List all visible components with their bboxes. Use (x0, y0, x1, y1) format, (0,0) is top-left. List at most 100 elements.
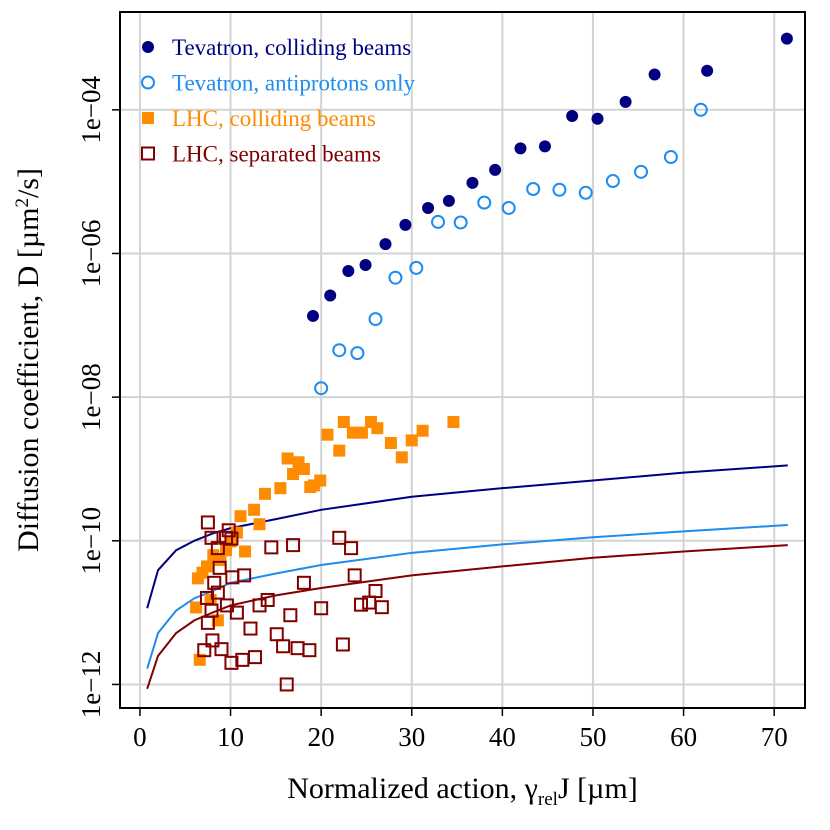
point (296, 575, 311, 590)
point (374, 600, 389, 615)
point (342, 265, 355, 278)
point (260, 592, 275, 607)
point (633, 164, 648, 179)
model-line (146, 464, 788, 609)
legend-marker (141, 146, 155, 161)
point (279, 677, 294, 692)
x-tick-label: 50 (579, 722, 606, 752)
point (701, 64, 714, 77)
y-label-sup: 2 (12, 198, 33, 208)
point (210, 585, 225, 600)
point (221, 523, 236, 538)
x-tick-label: 10 (217, 722, 244, 752)
point (286, 538, 301, 553)
point (314, 474, 327, 487)
point (693, 102, 708, 117)
x-tick-label: 60 (670, 722, 697, 752)
x-tick-label: 20 (308, 722, 335, 752)
point (302, 643, 317, 658)
point (422, 201, 435, 214)
point (388, 270, 403, 285)
y-tick-label: 1e−08 (76, 363, 106, 431)
legend-label: LHC, separated beams (172, 142, 381, 167)
point (314, 601, 329, 616)
point (200, 560, 213, 573)
point (405, 434, 418, 447)
point (371, 422, 384, 435)
point (297, 462, 310, 475)
y-axis-label: Diffusion coefficient, D [µm2/s] (12, 168, 45, 552)
point (648, 68, 661, 81)
point (384, 436, 397, 449)
point (379, 238, 392, 251)
point (324, 289, 337, 302)
point (346, 426, 359, 439)
point (287, 468, 300, 481)
x-label-sub: rel (538, 789, 558, 810)
y-tick-label: 1e−12 (76, 651, 106, 719)
point (219, 598, 234, 613)
point (214, 642, 229, 657)
point (224, 655, 239, 670)
point (477, 195, 492, 210)
model-line (146, 544, 788, 690)
legend-label: Tevatron, antiprotons only (172, 71, 416, 96)
point (212, 560, 227, 575)
point (269, 627, 284, 642)
point (359, 259, 372, 272)
point (332, 530, 347, 545)
point (190, 601, 203, 614)
point (399, 218, 412, 231)
point (205, 633, 220, 648)
point (489, 163, 502, 176)
point (224, 531, 239, 546)
y-label-tail: /s] (12, 168, 45, 198)
point (290, 641, 305, 656)
point (514, 142, 527, 155)
point (344, 541, 359, 556)
point (526, 181, 541, 196)
point (207, 575, 222, 590)
point (591, 112, 604, 125)
point (442, 194, 455, 207)
point (332, 343, 347, 358)
point (368, 312, 383, 327)
point (395, 451, 408, 464)
point (239, 545, 252, 558)
point (253, 518, 266, 531)
point (321, 428, 334, 441)
x-tick-label: 0 (133, 722, 147, 752)
point (283, 608, 298, 623)
y-tick-label: 1e−04 (76, 75, 106, 143)
point (274, 482, 287, 495)
x-tick-label: 30 (398, 722, 425, 752)
point (409, 260, 424, 275)
point (501, 200, 516, 215)
point (354, 597, 369, 612)
x-label-tail: J [µm] (558, 772, 638, 805)
point (552, 182, 567, 197)
legend-label: Tevatron, colliding beams (172, 35, 411, 60)
point (368, 583, 383, 598)
point (416, 424, 429, 437)
model-line (146, 523, 788, 669)
y-label-text: Diffusion coefficient, D [µm (12, 208, 45, 552)
point (214, 554, 227, 567)
point (281, 452, 294, 465)
point (314, 381, 329, 396)
point (335, 637, 350, 652)
point (258, 487, 271, 500)
x-tick-label: 40 (489, 722, 516, 752)
point (453, 215, 468, 230)
point (355, 426, 368, 439)
point (229, 605, 244, 620)
point (578, 185, 593, 200)
legend-marker (142, 112, 154, 124)
point (210, 541, 225, 556)
point (447, 416, 460, 429)
point (619, 95, 632, 108)
point (306, 309, 319, 322)
point (663, 150, 678, 165)
point (466, 176, 479, 189)
point (780, 32, 793, 45)
